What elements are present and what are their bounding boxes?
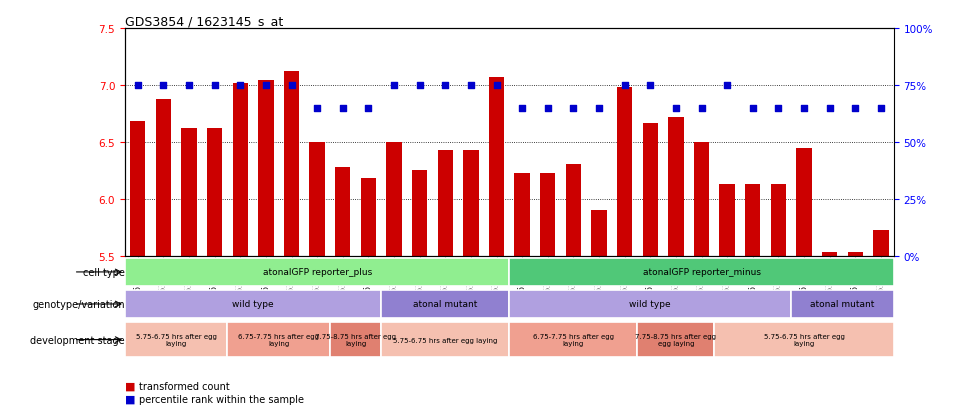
Point	[643, 83, 658, 89]
FancyBboxPatch shape	[382, 322, 509, 357]
FancyBboxPatch shape	[791, 290, 894, 319]
Bar	[694, 142, 709, 256]
Bar	[182, 129, 197, 256]
Text: transformed count: transformed count	[139, 381, 230, 391]
Bar	[668, 118, 683, 256]
Point	[694, 105, 709, 112]
Bar	[566, 164, 581, 256]
Point	[668, 105, 683, 112]
Point	[156, 83, 171, 89]
Point	[283, 83, 299, 89]
Text: wild type: wild type	[629, 300, 671, 309]
FancyBboxPatch shape	[125, 290, 382, 319]
FancyBboxPatch shape	[125, 258, 509, 287]
Point	[360, 105, 376, 112]
Point	[309, 105, 325, 112]
FancyBboxPatch shape	[330, 322, 382, 357]
Text: 5.75-6.75 hrs after egg laying: 5.75-6.75 hrs after egg laying	[393, 337, 498, 343]
Text: 7.75-8.75 hrs after egg
egg laying: 7.75-8.75 hrs after egg egg laying	[635, 333, 716, 346]
Point	[797, 105, 812, 112]
Bar	[309, 142, 325, 256]
Text: atonalGFP reporter_minus: atonalGFP reporter_minus	[643, 268, 760, 277]
Point	[874, 105, 889, 112]
Point	[540, 105, 555, 112]
Text: 6.75-7.75 hrs after egg
laying: 6.75-7.75 hrs after egg laying	[238, 333, 319, 346]
Bar	[412, 171, 428, 256]
FancyBboxPatch shape	[228, 322, 330, 357]
Point	[822, 105, 837, 112]
Text: wild type: wild type	[233, 300, 274, 309]
Bar	[259, 81, 274, 256]
Bar	[720, 185, 735, 256]
Bar	[874, 230, 889, 256]
Bar	[437, 151, 453, 256]
Text: ■: ■	[125, 381, 136, 391]
Point	[514, 105, 530, 112]
Bar	[463, 151, 479, 256]
Point	[412, 83, 428, 89]
Point	[207, 83, 222, 89]
Point	[259, 83, 274, 89]
Bar	[771, 185, 786, 256]
Text: cell type: cell type	[83, 267, 125, 277]
Bar	[360, 179, 376, 256]
Text: percentile rank within the sample: percentile rank within the sample	[139, 394, 305, 404]
Bar	[848, 253, 863, 256]
Text: 5.75-6.75 hrs after egg
laying: 5.75-6.75 hrs after egg laying	[764, 333, 845, 346]
Bar	[156, 100, 171, 256]
Point	[591, 105, 606, 112]
FancyBboxPatch shape	[125, 322, 228, 357]
Text: atonalGFP reporter_plus: atonalGFP reporter_plus	[262, 268, 372, 277]
FancyBboxPatch shape	[509, 258, 894, 287]
Point	[182, 83, 197, 89]
Text: development stage: development stage	[31, 335, 125, 345]
Bar	[643, 123, 658, 256]
Text: 5.75-6.75 hrs after egg
laying: 5.75-6.75 hrs after egg laying	[136, 333, 216, 346]
Point	[233, 83, 248, 89]
Bar	[745, 185, 760, 256]
Point	[489, 83, 505, 89]
Bar	[489, 78, 505, 256]
Bar	[233, 83, 248, 256]
Point	[745, 105, 760, 112]
Point	[335, 105, 351, 112]
Bar	[283, 72, 299, 256]
Point	[771, 105, 786, 112]
Point	[463, 83, 479, 89]
FancyBboxPatch shape	[714, 322, 894, 357]
Bar	[617, 88, 632, 256]
Text: 7.75-8.75 hrs after egg
laying: 7.75-8.75 hrs after egg laying	[315, 333, 396, 346]
FancyBboxPatch shape	[509, 322, 637, 357]
Text: GDS3854 / 1623145_s_at: GDS3854 / 1623145_s_at	[125, 15, 283, 28]
Text: 6.75-7.75 hrs after egg
laying: 6.75-7.75 hrs after egg laying	[533, 333, 614, 346]
FancyBboxPatch shape	[509, 290, 791, 319]
Point	[130, 83, 145, 89]
Point	[437, 83, 453, 89]
Point	[848, 105, 863, 112]
Bar	[335, 168, 351, 256]
Bar	[386, 142, 402, 256]
Point	[386, 83, 402, 89]
Bar	[822, 253, 837, 256]
Text: atonal mutant: atonal mutant	[810, 300, 875, 309]
Bar	[540, 173, 555, 256]
Text: ■: ■	[125, 394, 136, 404]
Bar	[514, 173, 530, 256]
Text: atonal mutant: atonal mutant	[413, 300, 478, 309]
Bar	[591, 211, 606, 256]
Bar	[207, 129, 222, 256]
Text: genotype/variation: genotype/variation	[33, 299, 125, 309]
FancyBboxPatch shape	[637, 322, 714, 357]
Bar	[130, 122, 145, 256]
FancyBboxPatch shape	[382, 290, 509, 319]
Point	[617, 83, 632, 89]
Bar	[797, 148, 812, 256]
Point	[720, 83, 735, 89]
Point	[566, 105, 581, 112]
